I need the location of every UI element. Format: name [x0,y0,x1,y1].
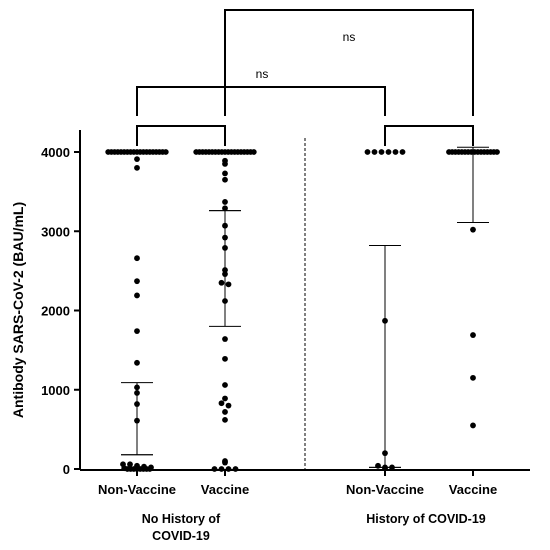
point-s1-45 [225,466,232,472]
y-tick-label-0: 0 [63,462,70,477]
point-s3-17 [470,332,476,338]
point-s2-3 [385,149,392,155]
group-label-0-line-1: COVID-19 [152,529,210,543]
point-s3-18 [470,374,476,381]
point-s3-19 [470,422,476,429]
x-tick-label-2: Non-Vaccine [346,482,424,497]
point-s1-20 [222,160,228,167]
point-s0-20 [134,164,140,171]
point-s3-15 [494,149,500,155]
point-s2-0 [364,149,371,155]
y-tick-label-3: 3000 [41,224,70,239]
point-s2-2 [378,149,385,155]
point-s1-35 [222,382,228,388]
point-s1-37 [218,400,225,407]
point-s0-43 [146,466,153,472]
significance-label-3: ns [343,30,356,44]
y-axis-title: Antibody SARS-CoV-2 (BAU/mL) [10,202,26,418]
point-s1-23 [222,199,228,205]
point-s1-46 [232,466,239,472]
point-s0-18 [162,149,169,155]
point-s1-40 [222,416,228,423]
point-s0-22 [134,278,140,285]
y-tick-label-4: 4000 [41,145,70,160]
point-s3-16 [470,226,476,233]
point-s2-4 [392,149,399,155]
point-s0-23 [134,292,140,299]
point-s0-21 [134,255,140,262]
x-tick-label-3: Vaccine [449,482,497,497]
point-s1-44 [218,466,225,472]
y-tick-label-2: 2000 [41,304,70,319]
point-s2-5 [399,149,406,155]
point-s0-24 [134,328,140,335]
point-s1-21 [222,170,228,177]
point-s0-19 [134,156,140,163]
x-tick-label-1: Vaccine [201,482,249,497]
point-s1-42 [222,459,228,466]
point-s1-33 [222,336,228,342]
significance-bracket-2 [136,86,386,116]
point-s1-22 [222,176,228,183]
group-label-1-line-0: History of COVID-19 [366,512,486,526]
significance-bracket-3 [224,9,474,116]
point-s1-24 [222,205,228,212]
significance-bracket-0 [136,125,226,146]
point-s1-29 [218,279,225,286]
group-label-0-line-0: No History of [142,512,221,526]
point-s1-34 [222,355,228,362]
point-s0-25 [134,359,140,366]
significance-label-2: ns [256,67,269,81]
point-s0-31 [127,461,133,468]
x-tick-label-0: Non-Vaccine [98,482,176,497]
point-s1-18 [250,149,257,155]
point-s1-39 [222,409,228,415]
point-s1-38 [225,402,232,409]
point-s1-43 [211,466,218,472]
point-s1-36 [222,395,228,402]
point-s2-11 [382,465,388,472]
point-s1-30 [225,281,232,288]
significance-bracket-1 [384,125,474,146]
point-s2-1 [371,149,378,155]
y-tick-label-1: 1000 [41,383,70,398]
